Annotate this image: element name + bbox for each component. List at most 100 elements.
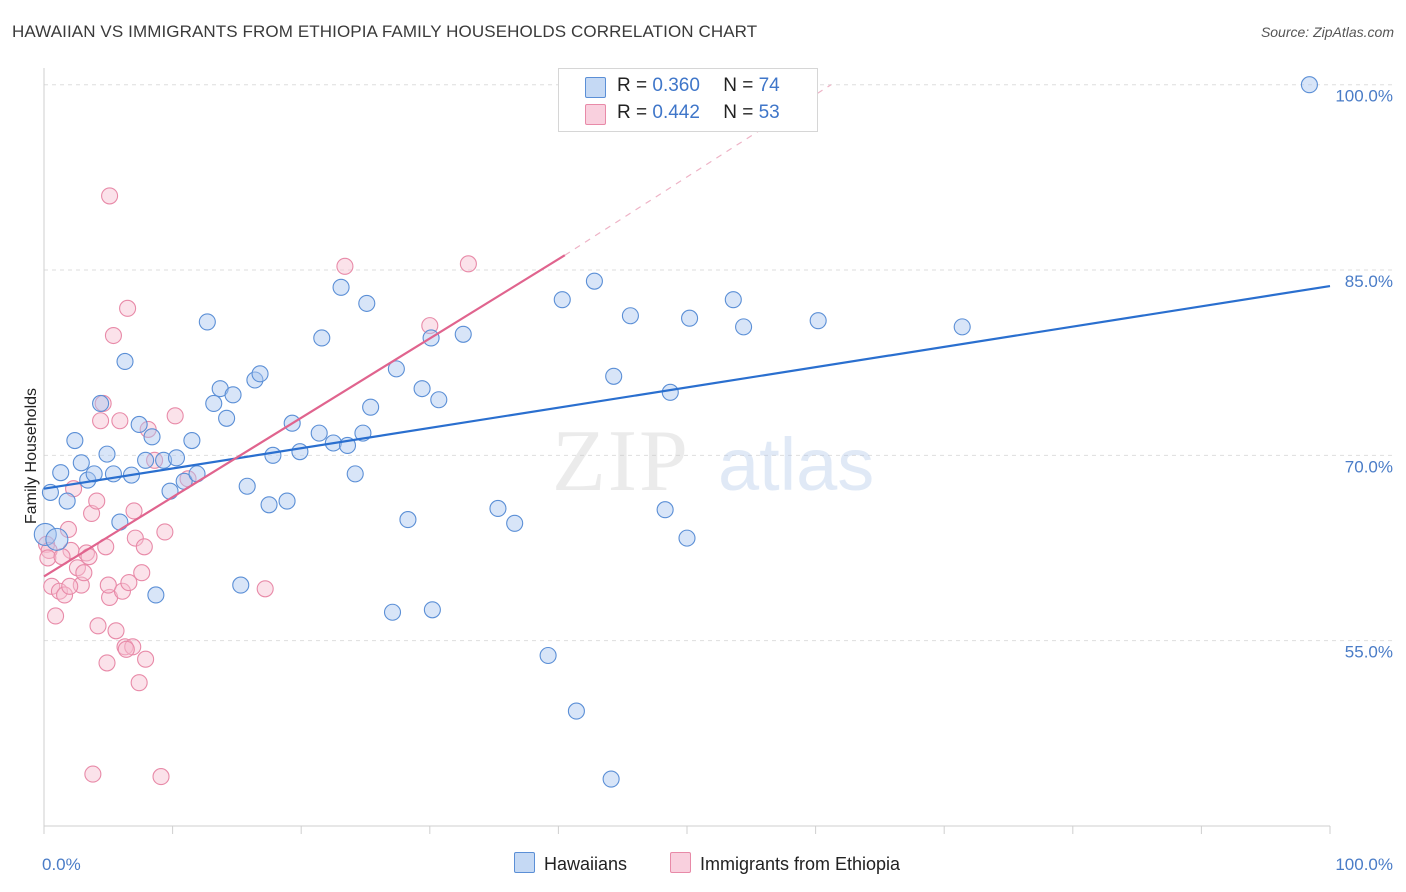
hawaiians-point-58 (567, 702, 585, 720)
hawaiians-point-32 (260, 496, 278, 514)
hawaiians-point-60 (602, 770, 620, 788)
ethiopia-trend-line (43, 254, 566, 578)
legend-r-value: 0.360 (652, 75, 700, 96)
hawaiians-point-59 (585, 272, 603, 290)
ethiopia-point-35 (135, 538, 153, 556)
ethiopia-point-36 (137, 650, 155, 668)
hawaiians-point-23 (198, 313, 216, 331)
hawaiians-point-63 (656, 501, 674, 519)
hawaiians-point-71 (1300, 76, 1318, 94)
ethiopia-point-41 (166, 407, 184, 425)
hawaiians-point-26 (218, 409, 236, 427)
hawaiians-point-49 (413, 380, 431, 398)
hawaiians-point-52 (430, 391, 448, 409)
hawaiians-point-40 (332, 278, 350, 296)
bottom-legend-swatch-pink (670, 852, 691, 873)
ethiopia-point-21 (99, 576, 117, 594)
chart-title: HAWAIIAN VS IMMIGRANTS FROM ETHIOPIA FAM… (12, 22, 758, 41)
hawaiians-point-16 (147, 586, 165, 604)
hawaiians-point-46 (383, 603, 402, 621)
hawaiians-point-28 (232, 576, 250, 594)
ethiopia-point-23 (104, 326, 122, 345)
tick-labels: 55.0% 70.0% 85.0% 100.0% 0.0% 100.0% (42, 87, 1393, 874)
series-ethiopia-points (38, 187, 477, 786)
hawaiians-point-17 (155, 451, 173, 469)
legend-n-value: 74 (758, 75, 780, 96)
legend-r-label: R = (617, 102, 653, 123)
hawaiians-point-19 (167, 449, 186, 467)
hawaiians-point-11 (116, 352, 134, 371)
ethiopia-point-11 (75, 564, 93, 582)
ethiopia-point-43 (256, 580, 274, 598)
hawaiians-point-44 (358, 294, 376, 312)
ethiopia-point-47 (39, 549, 57, 567)
hawaiians-point-64 (661, 383, 679, 401)
ethiopia-point-19 (98, 654, 116, 672)
y-axis-label: Family Households (23, 388, 40, 524)
hawaiians-point-68 (735, 318, 753, 336)
hawaiians-point-4 (72, 454, 90, 472)
hawaiians-point-1 (52, 464, 70, 482)
hawaiians-point-62 (621, 307, 639, 325)
hawaiians-point-56 (539, 646, 557, 665)
ethiopia-point-15 (88, 492, 106, 510)
ethiopia-point-34 (133, 564, 151, 582)
legend-n-label: N = (723, 75, 759, 96)
source-label: Source: ZipAtlas.com (1260, 24, 1394, 40)
ethiopia-point-45 (421, 317, 439, 335)
hawaiians-point-24 (205, 394, 223, 413)
legend-r-label: R = (617, 75, 653, 96)
ethiopia-point-44 (336, 257, 354, 275)
hawaiians-point-47 (387, 360, 405, 378)
watermark-atlas: atlas (718, 423, 874, 506)
hawaiians-point-15 (143, 428, 161, 446)
axes (43, 68, 1331, 834)
legend-n-label: N = (723, 102, 759, 123)
hawaiians-point-66 (681, 309, 699, 327)
hawaiians-point-21 (183, 431, 201, 450)
ethiopia-trend-extension (564, 84, 832, 256)
hawaiians-point-61 (605, 367, 623, 385)
legend-row-ethiopia: R = 0.442 N = 53 (585, 102, 780, 125)
hawaiians-point-53 (454, 325, 472, 343)
ethiopia-point-5 (56, 586, 74, 604)
hawaiians-point-10 (111, 513, 129, 531)
ethiopia-point-26 (113, 582, 131, 600)
hawaiians-point-13 (130, 415, 148, 434)
hawaiians-point-18 (161, 482, 179, 500)
hawaiians-point-67 (724, 291, 742, 309)
hawaiians-point-48 (399, 511, 417, 529)
watermark: ZIP atlas (552, 413, 874, 510)
bottom-legend-ethiopia-label: Immigrants from Ethiopia (700, 854, 901, 874)
ethiopia-point-17 (92, 412, 110, 430)
ethiopia-point-33 (130, 674, 148, 692)
legend-row-hawaiians: R = 0.360 N = 74 (585, 75, 780, 98)
ethiopia-point-32 (126, 529, 144, 547)
y-tick-label-85: 85.0% (1345, 272, 1393, 291)
hawaiians-point-45 (362, 398, 380, 416)
trend-lines (43, 84, 1331, 578)
ethiopia-point-22 (101, 187, 119, 205)
ethiopia-point-31 (125, 502, 143, 520)
hawaiians-trend-line (43, 285, 1331, 490)
y-tick-label-55: 55.0% (1345, 643, 1393, 662)
bottom-legend-swatch-blue (514, 852, 535, 873)
hawaiians-point-54 (489, 499, 507, 518)
ethiopia-point-24 (107, 622, 125, 640)
grid-lines (44, 84, 1395, 642)
legend-n-value: 53 (758, 102, 780, 123)
ethiopia-point-46 (459, 255, 477, 273)
x-tick-label-100: 100.0% (1335, 855, 1393, 874)
hawaiians-point-7 (92, 394, 110, 413)
hawaiians-point-14 (137, 451, 155, 469)
ethiopia-point-38 (146, 451, 164, 469)
watermark-zip: ZIP (552, 413, 690, 510)
ethiopia-point-16 (89, 617, 107, 635)
ethiopia-point-40 (156, 523, 174, 541)
hawaiians-point-51 (423, 601, 441, 619)
ethiopia-point-49 (84, 765, 102, 783)
hawaiians-point-73 (45, 527, 69, 551)
ethiopia-point-28 (119, 299, 137, 317)
ethiopia-point-52 (117, 640, 135, 658)
